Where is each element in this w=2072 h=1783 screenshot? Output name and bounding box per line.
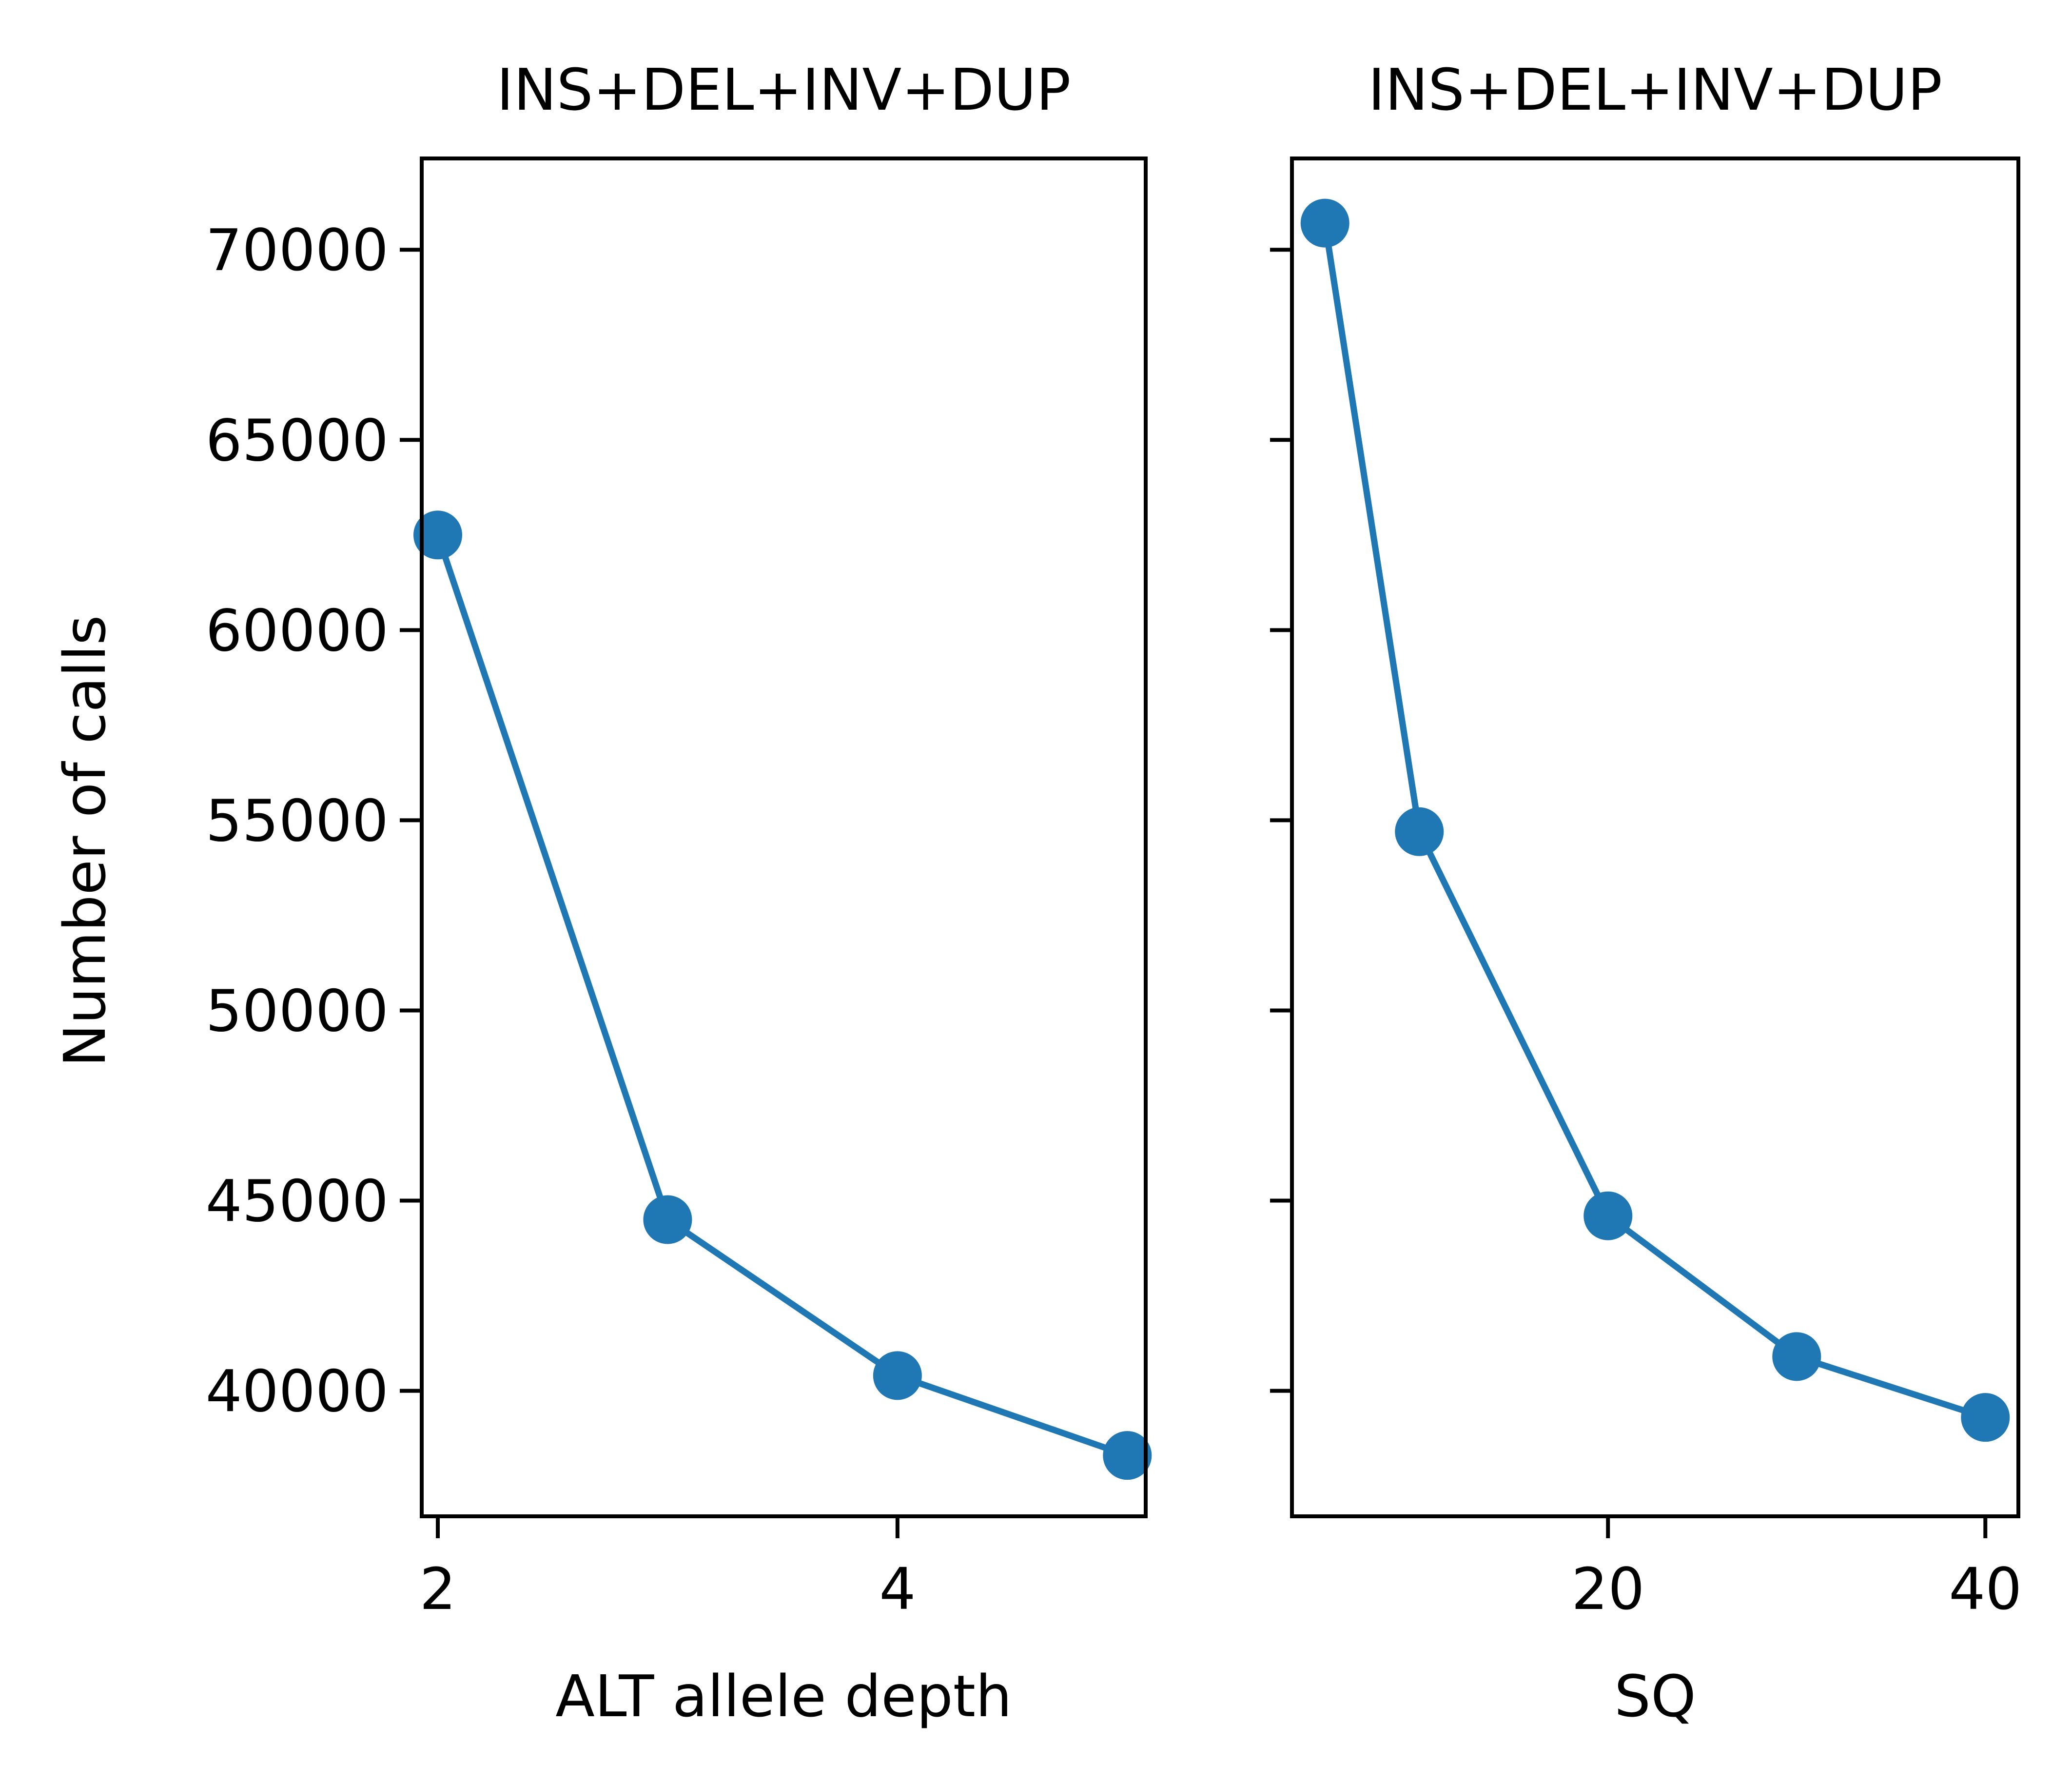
data-point xyxy=(413,510,462,560)
panel-title: INS+DEL+INV+DUP xyxy=(497,56,1071,123)
y-tick-label: 55000 xyxy=(206,787,389,854)
data-point xyxy=(1395,807,1444,856)
y-axis-label: Number of calls xyxy=(51,615,118,1067)
x-tick-label: 2 xyxy=(419,1555,456,1623)
axes-frame xyxy=(420,157,1148,1518)
x-tick-label: 4 xyxy=(879,1555,916,1623)
x-tick-label: 20 xyxy=(1571,1555,1644,1623)
x-axis-label: SQ xyxy=(1614,1663,1696,1730)
y-tick-label: 45000 xyxy=(206,1168,389,1235)
data-point xyxy=(1300,198,1349,248)
data-point xyxy=(643,1195,692,1244)
series-line xyxy=(434,534,1129,1459)
data-point xyxy=(1772,1332,1821,1381)
x-tick-label: 40 xyxy=(1949,1555,2022,1623)
y-tick-label: 50000 xyxy=(206,977,389,1044)
y-tick-label: 60000 xyxy=(206,597,389,664)
right-panel: INS+DEL+INV+DUP 20 40 SQ xyxy=(1270,56,2022,1730)
y-tick-label: 65000 xyxy=(206,407,389,474)
axes-frame xyxy=(1290,157,2020,1518)
panel-title: INS+DEL+INV+DUP xyxy=(1368,56,1942,123)
y-tick-label: 40000 xyxy=(206,1358,389,1425)
left-panel: INS+DEL+INV+DUP 40000 45000 50000 55000 60000… xyxy=(206,56,1152,1730)
x-axis-label: ALT allele depth xyxy=(555,1663,1012,1730)
data-point xyxy=(1583,1191,1633,1240)
data-point xyxy=(873,1351,922,1400)
data-point xyxy=(1103,1431,1152,1480)
y-tick-label: 70000 xyxy=(206,216,389,284)
data-point xyxy=(1961,1393,2010,1442)
